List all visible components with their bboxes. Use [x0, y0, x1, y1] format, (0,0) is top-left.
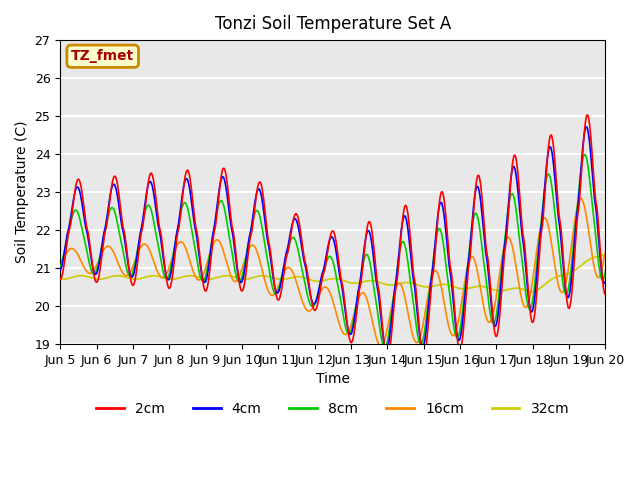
Y-axis label: Soil Temperature (C): Soil Temperature (C): [15, 121, 29, 263]
X-axis label: Time: Time: [316, 372, 350, 386]
Text: TZ_fmet: TZ_fmet: [71, 49, 134, 63]
Legend: 2cm, 4cm, 8cm, 16cm, 32cm: 2cm, 4cm, 8cm, 16cm, 32cm: [91, 396, 575, 421]
Title: Tonzi Soil Temperature Set A: Tonzi Soil Temperature Set A: [214, 15, 451, 33]
